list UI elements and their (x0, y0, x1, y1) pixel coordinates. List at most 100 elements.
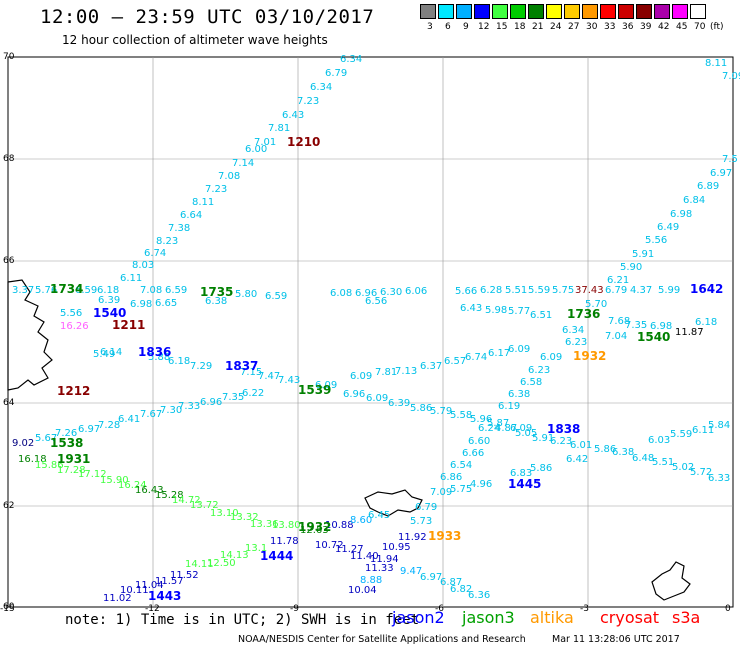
wave-height-value: 6.64 (180, 210, 202, 221)
wave-height-value: 6.18 (695, 317, 717, 328)
legend-swatch (618, 4, 634, 19)
pass-time-label: 1932 (298, 520, 331, 534)
wave-height-value: 5.70 (585, 299, 607, 310)
wave-height-value: 6.89 (697, 181, 719, 192)
wave-height-value: 6.38 (612, 447, 634, 458)
latitude-label: 66 (3, 256, 15, 266)
wave-height-value: 11.57 (155, 576, 184, 587)
longitude-label: -15 (0, 604, 15, 614)
wave-height-value: 8.11 (192, 197, 214, 208)
wave-height-value: 6.60 (468, 436, 490, 447)
wave-height-value: 7.33 (178, 401, 200, 412)
wave-height-value: 6.34 (310, 82, 332, 93)
wave-height-value: 6.74 (465, 352, 487, 363)
wave-height-value: 7.68 (608, 316, 630, 327)
wave-height-value: 6.82 (450, 584, 472, 595)
wave-height-value: 6.98 (650, 321, 672, 332)
legend-label: 18 (514, 22, 526, 32)
wave-height-value: 8.03 (132, 260, 154, 271)
wave-height-value: 5.75 (552, 285, 574, 296)
wave-height-value: 7.13 (395, 366, 417, 377)
wave-height-value: 4.87 (495, 423, 517, 434)
wave-height-value: 6.19 (498, 401, 520, 412)
wave-height-value: 5.02 (672, 462, 694, 473)
wave-height-value: 6.58 (520, 377, 542, 388)
wave-height-value: 7.09 (722, 71, 740, 82)
wave-height-value: 6.21 (607, 275, 629, 286)
wave-height-value: 7.5 (722, 154, 738, 165)
legend-swatch (420, 4, 436, 19)
wave-height-value: 11.52 (170, 570, 199, 581)
wave-height-value: 6.24 (478, 423, 500, 434)
wave-height-value: 5.80 (235, 289, 257, 300)
wave-height-value: 13.10 (210, 508, 239, 519)
legend-swatch (582, 4, 598, 19)
wave-height-value: 6.38 (508, 389, 530, 400)
wave-height-value: 6.09 (508, 344, 530, 355)
latitude-label: 62 (3, 501, 15, 511)
wave-height-value: 6.09 (540, 352, 562, 363)
wave-height-value: 6.00 (245, 144, 267, 155)
sat-jason3: jason3 (462, 608, 515, 627)
wave-height-value: 6.18 (97, 285, 119, 296)
wave-height-value: 5.84 (708, 420, 730, 431)
wave-height-value: 7.67 (140, 409, 162, 420)
pass-time-label: 1211 (112, 318, 145, 332)
legend-swatch (474, 4, 490, 19)
units-note: note: 1) Time is in UTC; 2) SWH is in fe… (65, 612, 420, 628)
latitude-label: 68 (3, 154, 15, 164)
wave-height-value: 6.39 (98, 295, 120, 306)
wave-height-value: 7.35 (625, 320, 647, 331)
wave-height-value: 5.51 (505, 285, 527, 296)
wave-height-value: 14.13 (220, 550, 249, 561)
longitude-label: -3 (580, 604, 589, 614)
wave-height-value: 5.56 (645, 235, 667, 246)
wave-height-value: 6.43 (460, 303, 482, 314)
pass-time-labels: 1210 1211 1212 1734 1735 1736 1538 1539 1540 1931… (50, 135, 723, 603)
wave-height-value: 7.81 (375, 367, 397, 378)
wave-height-value: 37.43 (575, 285, 604, 296)
sat-jason2: jason2 (392, 608, 445, 627)
wave-height-value: 10.04 (348, 585, 377, 596)
wave-height-value: 17.28 (57, 465, 86, 476)
wave-height-value: 11.94 (370, 554, 399, 565)
wave-height-value: 6.65 (155, 298, 177, 309)
wave-height-value: 6.09 (366, 393, 388, 404)
footer-timestamp: Mar 11 13:28:06 UTC 2017 (552, 634, 680, 645)
wave-height-value: 5.73 (410, 516, 432, 527)
wave-height-value: 12.63 (300, 525, 329, 536)
wave-height-value: 5.86 (410, 403, 432, 414)
pass-time-label: 1838 (547, 422, 580, 436)
pass-time-label: 1540 (93, 306, 126, 320)
longitude-label: -9 (290, 604, 299, 614)
wave-height-value: 7.08 (140, 285, 162, 296)
wave-height-value: 13.80 (272, 520, 301, 531)
legend-label: 39 (640, 22, 652, 32)
wave-height-value: 5.66 (455, 286, 477, 297)
legend-swatch (456, 4, 472, 19)
wave-height-value: 6.14 (100, 347, 122, 358)
pass-time-label: 1445 (508, 477, 541, 491)
wave-height-value: 6.33 (708, 473, 730, 484)
wave-height-value: 10.95 (382, 542, 411, 553)
legend-label: 42 (658, 22, 670, 32)
legend-label: 3 (427, 22, 433, 32)
chart-subtitle: 12 hour collection of altimeter wave hei… (62, 33, 328, 47)
wave-height-value: 5.56 (60, 308, 82, 319)
iceland-coast (7, 279, 53, 391)
wave-height-value: 5.51 (652, 457, 674, 468)
wave-height-value: 6.79 (605, 285, 627, 296)
wave-height-value: 13.32 (230, 512, 259, 523)
wave-height-value: 8.60 (350, 515, 372, 526)
wave-height-labels: 6.34 6.79 6.34 7.23 6.43 7.81 7.016.00 7.14 7.08… (12, 54, 740, 604)
wave-height-value: 6.97 (78, 424, 100, 435)
pass-time-label: 1931 (57, 452, 90, 466)
legend-label: 27 (568, 22, 580, 32)
wave-height-value: 6.87 (440, 577, 462, 588)
legend-label: 6 (445, 22, 451, 32)
legend-swatch (492, 4, 508, 19)
wave-height-value: 5.86 (594, 444, 616, 455)
wave-height-value: 6.38 (205, 296, 227, 307)
wave-height-value: 6.59 (75, 285, 97, 296)
